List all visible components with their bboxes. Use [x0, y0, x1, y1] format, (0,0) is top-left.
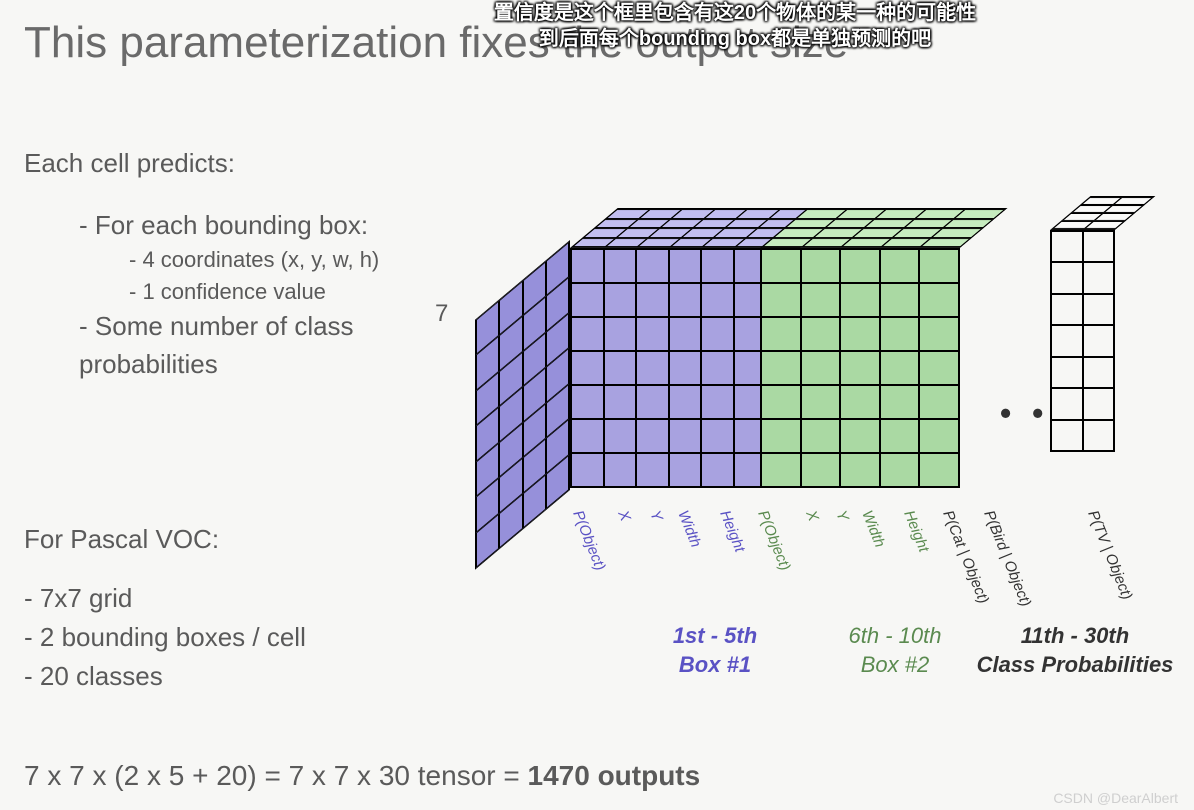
subtitle-line-1: 置信度是这个框里包含有这20个物体的某一种的可能性 — [470, 0, 1000, 26]
axis-label: Y — [646, 508, 666, 524]
slab3-front — [1050, 230, 1115, 452]
axis-label: P(TV | Object) — [1084, 508, 1135, 602]
formula-lhs: 7 x 7 x (2 x 5 + 20) = 7 x 7 x 30 tensor… — [24, 760, 528, 791]
g1-line2: Box #1 — [679, 652, 751, 677]
subtitle-line-2: 到后面每个bounding box都是单独预测的吧 — [470, 26, 1000, 52]
bullet-4-coords: 4 coordinates (x, y, w, h) — [24, 244, 454, 276]
pascal-voc-heading: For Pascal VOC: — [24, 520, 454, 559]
bullet-20-classes: 20 classes — [24, 657, 454, 696]
axis-label: P(Object) — [569, 508, 608, 573]
slab2-front — [760, 248, 960, 488]
bullet-2-boxes: 2 bounding boxes / cell — [24, 618, 454, 657]
axis-label: Height — [900, 508, 932, 555]
each-cell-heading: Each cell predicts: — [24, 145, 454, 183]
section-each-cell: Each cell predicts: For each bounding bo… — [24, 145, 454, 384]
dim-label-rows: 7 — [435, 300, 448, 328]
bullet-1-confidence: 1 confidence value — [24, 276, 454, 308]
tensor-diagram: 7 7 • • • P(Object)XYWidthHeightP(Object… — [435, 180, 1190, 610]
slab3-top — [1050, 196, 1156, 230]
slab1-side-face — [475, 240, 570, 570]
axis-label: P(Object) — [754, 508, 793, 573]
formula-rhs: 1470 outputs — [528, 760, 701, 791]
axis-labels-row: P(Object)XYWidthHeightP(Object)XYWidthHe… — [570, 508, 1180, 598]
axis-label: X — [614, 508, 634, 524]
g3-line1: 11th - 30th — [1021, 623, 1129, 648]
group-box2: 6th - 10th Box #2 — [795, 622, 995, 679]
g3-line2: Class Probabilities — [977, 652, 1174, 677]
watermark: CSDN @DearAlbert — [1053, 790, 1178, 806]
bullet-class-prob: Some number of class probabilities — [24, 308, 454, 383]
axis-label: Width — [858, 508, 888, 550]
group-box1: 1st - 5th Box #1 — [615, 622, 815, 679]
axis-label: Width — [674, 508, 704, 550]
g2-line2: Box #2 — [861, 652, 930, 677]
bullet-7x7-grid: 7x7 grid — [24, 579, 454, 618]
g1-line1: 1st - 5th — [673, 623, 757, 648]
axis-label: Height — [716, 508, 748, 555]
video-subtitle-overlay: 置信度是这个框里包含有这20个物体的某一种的可能性 到后面每个bounding … — [470, 0, 1000, 52]
g2-line1: 6th - 10th — [849, 623, 942, 648]
axis-label: X — [802, 508, 822, 524]
section-pascal-voc: For Pascal VOC: 7x7 grid 2 bounding boxe… — [24, 520, 454, 696]
output-formula: 7 x 7 x (2 x 5 + 20) = 7 x 7 x 30 tensor… — [24, 760, 700, 792]
axis-label: Y — [832, 508, 852, 524]
group-class-probs: 11th - 30th Class Probabilities — [975, 622, 1175, 679]
bullet-for-each-box: For each bounding box: — [24, 207, 454, 245]
